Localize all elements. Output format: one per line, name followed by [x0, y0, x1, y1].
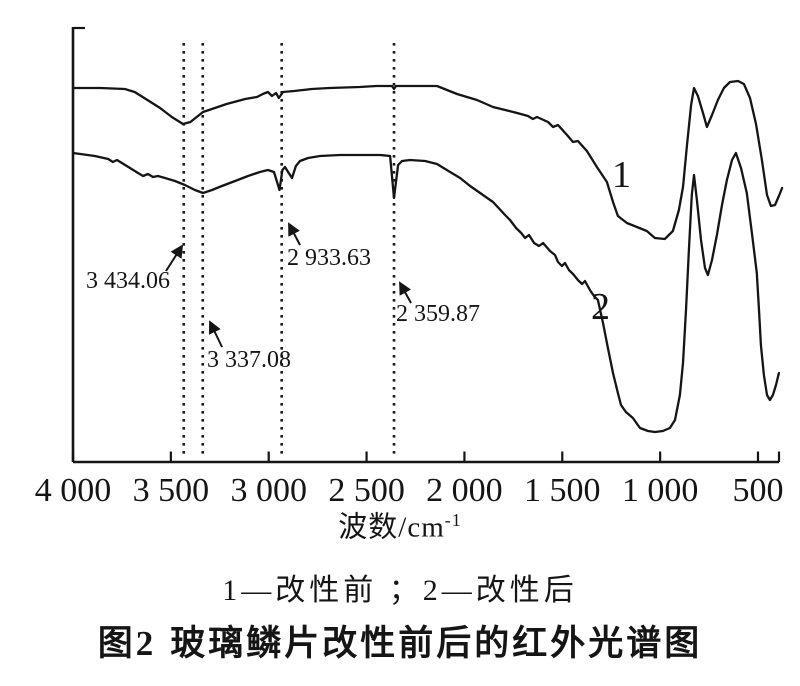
curve-label-1: 1 [612, 154, 631, 196]
x-axis-label-exponent: -1 [444, 510, 462, 530]
x-tick-label: 1 000 [621, 472, 699, 509]
figure-caption: 图2 玻璃鳞片改性前后的红外光谱图 [0, 624, 800, 664]
peak-annotation-2359: 2 359.87 [396, 301, 480, 327]
x-axis-ticks [71, 451, 760, 462]
curve-label-2: 2 [591, 286, 610, 328]
x-tick-label: 4 000 [34, 472, 112, 509]
figure-caption-text: 玻璃鳞片改性前后的红外光谱图 [170, 624, 703, 663]
peak-annotation-3337: 3 337.08 [207, 347, 291, 373]
x-tick-label: 1 500 [524, 472, 601, 509]
arrow-3337-icon [208, 320, 223, 348]
x-tick-label: 3 000 [230, 472, 307, 509]
arrow-3434-icon [165, 244, 184, 272]
axes [71, 26, 781, 464]
spectrum-curve-2 [71, 151, 781, 434]
peak-marker-dotted-lines [182, 43, 396, 456]
peak-annotation-3434: 3 434.06 [86, 268, 170, 294]
figure-caption-number: 图2 [97, 624, 157, 663]
x-tick-label: 3 500 [132, 472, 210, 509]
x-tick-label: 500 [732, 472, 784, 509]
x-tick-label: 2 500 [328, 472, 405, 509]
arrow-2359-icon [399, 281, 412, 304]
peak-annotation-2933: 2 933.63 [287, 245, 371, 271]
x-tick-label: 2 000 [426, 472, 503, 509]
spectra-curves [71, 79, 784, 434]
annotation-arrows [165, 222, 412, 348]
chart-legend: 1—改性前 ；2—改性后 [222, 574, 578, 607]
x-axis-label: 波数/cm-1 [0, 510, 800, 545]
spectrum-curve-1 [71, 79, 784, 241]
arrow-2933-icon [288, 222, 301, 246]
x-axis-label-text: 波数/cm [338, 511, 445, 544]
